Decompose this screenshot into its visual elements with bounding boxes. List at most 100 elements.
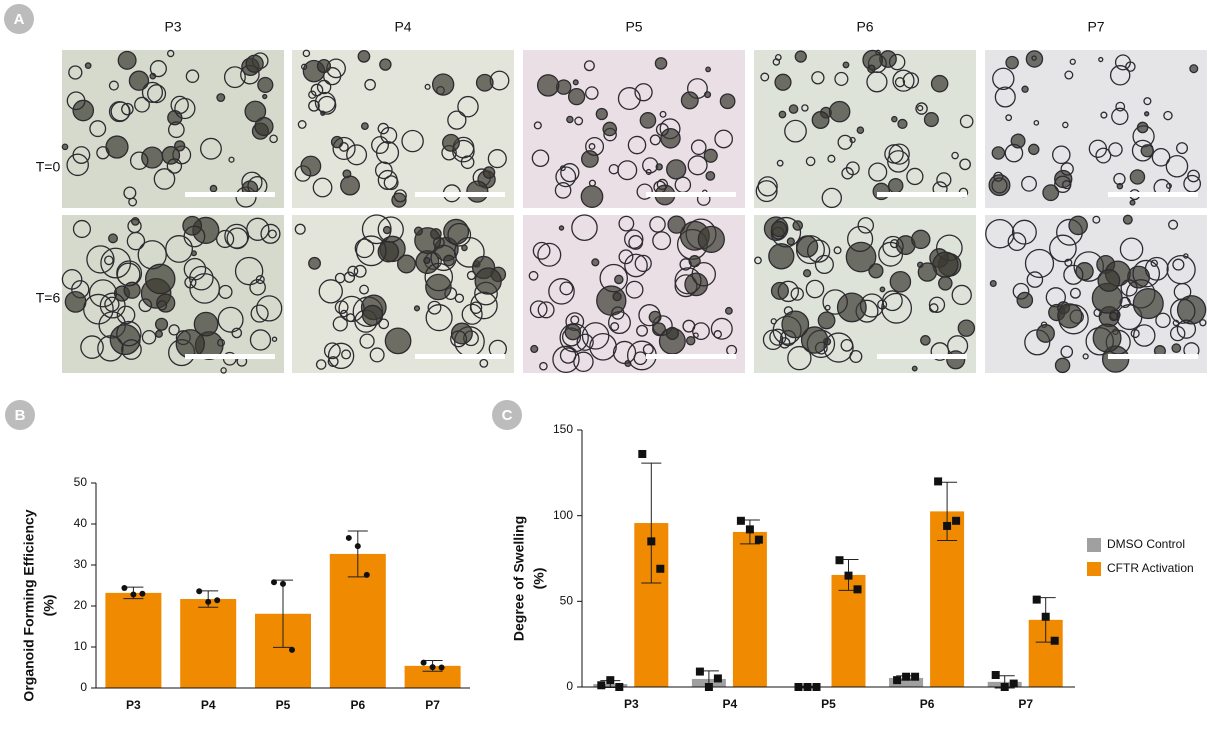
organoid: [946, 350, 966, 370]
x-tick-label: P4: [201, 698, 216, 712]
organoid: [581, 322, 610, 350]
organoid: [552, 345, 580, 374]
organoid: [849, 136, 856, 144]
organoid: [928, 296, 946, 313]
organoid: [959, 114, 974, 129]
organoid: [624, 229, 644, 249]
organoid: [97, 335, 124, 362]
legend-swatch: [1087, 562, 1101, 576]
organoid: [254, 116, 274, 137]
organoid: [1171, 343, 1182, 354]
panel-label: A: [14, 11, 25, 28]
organoid: [260, 223, 281, 244]
organoid: [86, 245, 115, 274]
organoid: [1150, 259, 1158, 267]
organoid: [1097, 269, 1121, 292]
organoid: [308, 99, 320, 112]
organoid: [300, 63, 308, 70]
data-point: [139, 590, 146, 597]
organoid: [217, 306, 244, 333]
data-point: [429, 664, 436, 671]
organoid: [811, 71, 825, 85]
organoid: [719, 93, 736, 110]
image-background: [754, 50, 976, 208]
microscopy-image: [61, 49, 284, 208]
organoid: [795, 235, 825, 265]
organoid: [1136, 121, 1149, 134]
organoid: [442, 133, 460, 152]
organoid: [466, 180, 489, 203]
organoid: [906, 167, 924, 186]
organoid: [781, 310, 810, 339]
data-point: [647, 537, 656, 546]
microscopy-image: [523, 50, 745, 208]
organoid: [1140, 144, 1154, 158]
data-point: [835, 556, 844, 565]
organoid: [377, 216, 404, 243]
organoid: [347, 265, 359, 277]
organoid: [634, 254, 652, 273]
y-axis-label: Organoid Forming Efficiency: [21, 509, 37, 701]
organoid: [257, 76, 274, 94]
organoid: [1183, 253, 1189, 259]
organoid: [691, 261, 717, 287]
organoid: [824, 304, 831, 311]
data-point: [745, 525, 754, 534]
organoid: [141, 81, 164, 103]
organoid: [652, 231, 672, 251]
organoid: [618, 249, 634, 265]
data-point: [934, 477, 943, 486]
organoid: [454, 293, 465, 303]
organoid: [1007, 232, 1027, 252]
x-tick-label: P5: [276, 698, 291, 712]
organoid: [310, 83, 324, 97]
organoid: [1111, 107, 1129, 126]
organoid: [474, 267, 502, 295]
organoid: [185, 69, 200, 83]
organoid: [877, 299, 888, 310]
organoid: [614, 274, 624, 285]
organoid: [1172, 258, 1185, 271]
organoid: [346, 144, 368, 166]
organoid: [611, 306, 625, 320]
organoid: [634, 83, 653, 102]
organoid: [129, 151, 149, 170]
organoid: [1021, 175, 1037, 192]
organoid: [591, 258, 600, 267]
organoid: [443, 254, 455, 267]
organoid: [559, 281, 574, 296]
data-point: [656, 564, 665, 573]
column-label: P5: [625, 19, 642, 35]
organoid: [560, 163, 580, 183]
organoid: [1054, 357, 1071, 374]
organoid: [269, 134, 278, 144]
organoid: [624, 253, 648, 278]
organoid: [811, 111, 830, 129]
organoid: [787, 345, 812, 371]
organoid: [1187, 169, 1200, 183]
organoid: [713, 330, 722, 339]
organoid: [61, 269, 83, 290]
organoid: [822, 289, 848, 315]
organoid: [881, 292, 913, 324]
organoid: [66, 153, 89, 177]
organoid: [1092, 323, 1122, 353]
organoid: [300, 155, 322, 177]
organoid: [1098, 56, 1104, 63]
organoid: [1132, 288, 1164, 320]
organoid: [1133, 324, 1156, 347]
organoid: [384, 327, 412, 355]
organoid: [109, 324, 141, 356]
organoid: [183, 257, 207, 281]
organoid: [466, 270, 477, 281]
x-tick-label: P7: [425, 698, 440, 712]
organoid: [1062, 121, 1069, 129]
organoid: [682, 319, 696, 333]
organoid: [875, 49, 881, 56]
organoid: [126, 231, 146, 251]
data-point: [1041, 612, 1050, 621]
panel-label: B: [15, 407, 26, 424]
organoid: [774, 53, 782, 61]
organoid: [156, 300, 168, 311]
bar: [105, 592, 162, 688]
